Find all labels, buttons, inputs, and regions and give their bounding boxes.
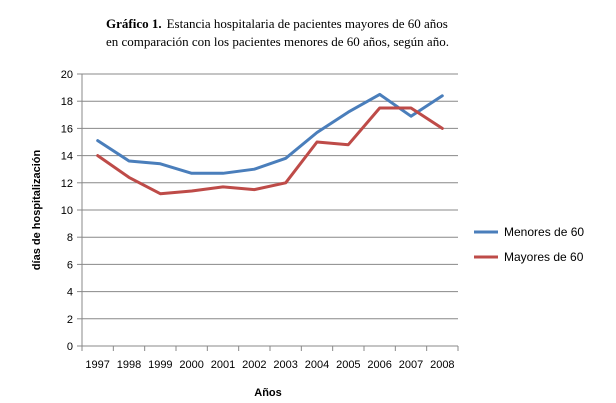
y-tick-label: 6 [67, 259, 73, 271]
x-axis-ticks: 1997 1998 1999 2000 2001 2002 2003 2004 2005 2006… [81, 346, 459, 371]
y-tick-label: 10 [61, 205, 73, 217]
x-axis-label: Años [254, 387, 282, 399]
y-axis-ticks: 0 2 4 6 8 10 12 14 16 18 20 [61, 69, 82, 353]
legend: Menores de 60 Mayores de 60 [474, 225, 584, 264]
y-tick-label: 16 [61, 123, 73, 135]
x-tick-label: 2001 [211, 359, 235, 371]
gridlines [82, 73, 458, 347]
chart-subtitle: en comparación con los pacientes menores… [106, 34, 449, 49]
x-tick-label: 2004 [305, 359, 329, 371]
x-tick-label: 2002 [242, 359, 266, 371]
x-tick-label: 1998 [117, 359, 141, 371]
legend-label: Menores de 60 [504, 225, 584, 239]
x-tick-label: 2008 [430, 359, 454, 371]
y-tick-label: 18 [61, 96, 73, 108]
y-tick-label: 4 [67, 287, 73, 299]
x-tick-label: 2003 [273, 359, 297, 371]
legend-label: Mayores de 60 [504, 250, 584, 264]
series-line-2 [96, 106, 444, 196]
chart-title: Gráfico 1. Estancia hospitalaria de pacie… [106, 16, 448, 31]
x-tick-label: 1999 [148, 359, 172, 371]
x-tick-label: 1997 [85, 359, 109, 371]
y-tick-label: 14 [61, 151, 73, 163]
y-tick-label: 2 [67, 314, 73, 326]
series-line-1 [96, 92, 444, 175]
y-axis-label: días de hospitalización [31, 150, 43, 271]
x-tick-label: 2006 [367, 359, 391, 371]
chart-title-line1: Estancia hospitalaria de pacientes mayor… [167, 16, 448, 31]
series-lines [96, 92, 444, 196]
x-tick-label: 2007 [399, 359, 423, 371]
y-tick-label: 20 [61, 69, 73, 81]
x-tick-label: 2000 [179, 359, 203, 371]
x-tick-label: 2005 [336, 359, 360, 371]
y-tick-label: 0 [67, 341, 73, 353]
y-tick-label: 8 [67, 232, 73, 244]
chart-title-prefix: Gráfico 1. [106, 16, 162, 31]
y-tick-label: 12 [61, 178, 73, 190]
